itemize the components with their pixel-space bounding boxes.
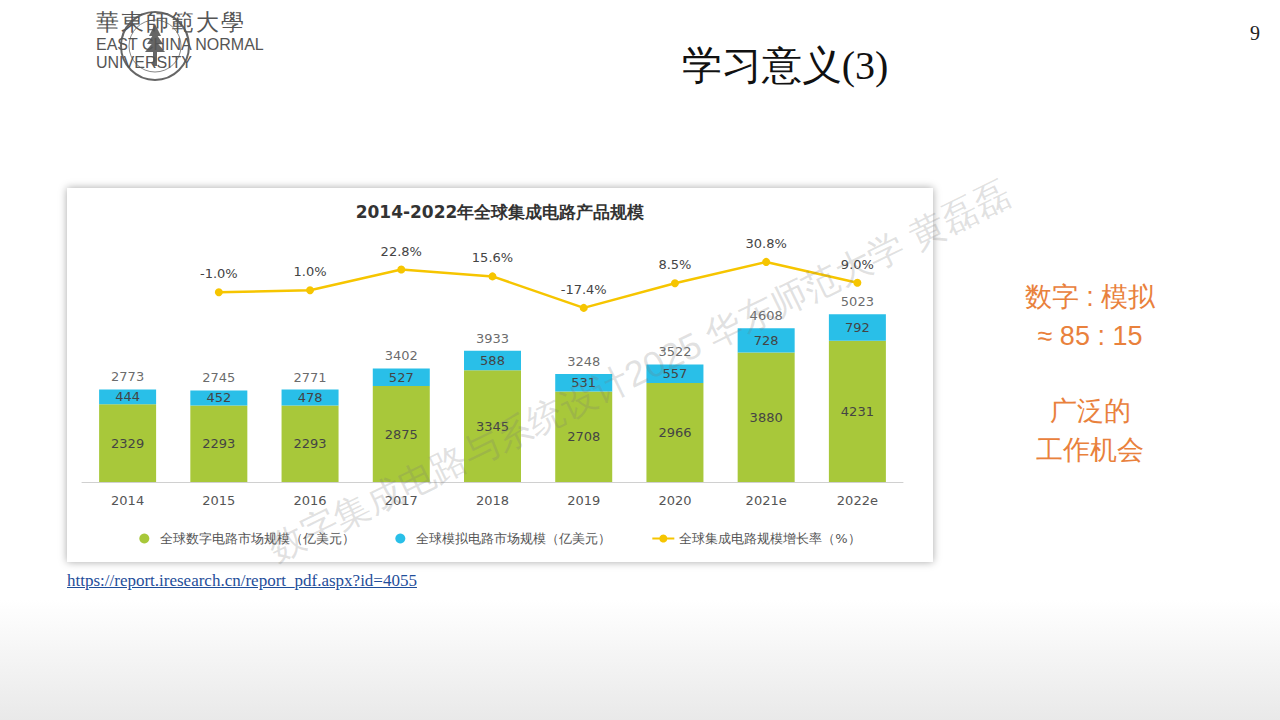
svg-text:2018: 2018 (476, 493, 509, 508)
svg-text:527: 527 (389, 370, 414, 385)
svg-text:2014-2022年全球集成电路产品规模: 2014-2022年全球集成电路产品规模 (356, 202, 645, 222)
svg-text:728: 728 (754, 333, 779, 348)
svg-text:2293: 2293 (294, 436, 327, 451)
svg-text:全球集成电路规模增长率（%）: 全球集成电路规模增长率（%） (679, 531, 860, 546)
svg-text:1.0%: 1.0% (294, 264, 327, 279)
svg-text:792: 792 (845, 320, 870, 335)
svg-text:9.0%: 9.0% (841, 257, 874, 272)
svg-text:444: 444 (115, 389, 140, 404)
svg-text:2019: 2019 (567, 493, 600, 508)
svg-text:8.5%: 8.5% (658, 257, 691, 272)
svg-text:-1.0%: -1.0% (200, 266, 238, 281)
svg-text:452: 452 (206, 390, 231, 405)
svg-text:2015: 2015 (202, 493, 235, 508)
svg-text:2708: 2708 (567, 429, 600, 444)
svg-text:3248: 3248 (567, 354, 600, 369)
svg-text:478: 478 (298, 390, 323, 405)
svg-text:557: 557 (663, 366, 688, 381)
svg-text:2016: 2016 (294, 493, 327, 508)
svg-text:3933: 3933 (476, 331, 509, 346)
svg-text:全球模拟电路市场规模（亿美元）: 全球模拟电路市场规模（亿美元） (416, 531, 611, 546)
svg-text:2020: 2020 (658, 493, 691, 508)
svg-text:5023: 5023 (841, 294, 874, 309)
svg-text:2745: 2745 (202, 370, 235, 385)
svg-text:3880: 3880 (750, 410, 783, 425)
svg-text:4608: 4608 (750, 308, 783, 323)
svg-text:531: 531 (571, 375, 596, 390)
svg-text:2017: 2017 (385, 493, 418, 508)
svg-text:15.6%: 15.6% (472, 250, 513, 265)
svg-text:3345: 3345 (476, 419, 509, 434)
svg-text:2875: 2875 (385, 427, 418, 442)
svg-text:3402: 3402 (385, 348, 418, 363)
svg-text:2021e: 2021e (746, 493, 787, 508)
svg-text:2014: 2014 (111, 493, 144, 508)
svg-text:2773: 2773 (111, 369, 144, 384)
svg-text:-17.4%: -17.4% (561, 282, 607, 297)
svg-text:2771: 2771 (294, 370, 327, 385)
svg-text:3522: 3522 (658, 344, 691, 359)
svg-text:全球数字电路市场规模（亿美元）: 全球数字电路市场规模（亿美元） (160, 531, 355, 546)
svg-text:30.8%: 30.8% (746, 236, 787, 251)
svg-text:2022e: 2022e (837, 493, 878, 508)
svg-text:4231: 4231 (841, 404, 874, 419)
svg-text:2329: 2329 (111, 436, 144, 451)
svg-text:2293: 2293 (202, 436, 235, 451)
svg-text:2966: 2966 (658, 425, 691, 440)
svg-text:588: 588 (480, 353, 505, 368)
svg-text:22.8%: 22.8% (381, 244, 422, 259)
